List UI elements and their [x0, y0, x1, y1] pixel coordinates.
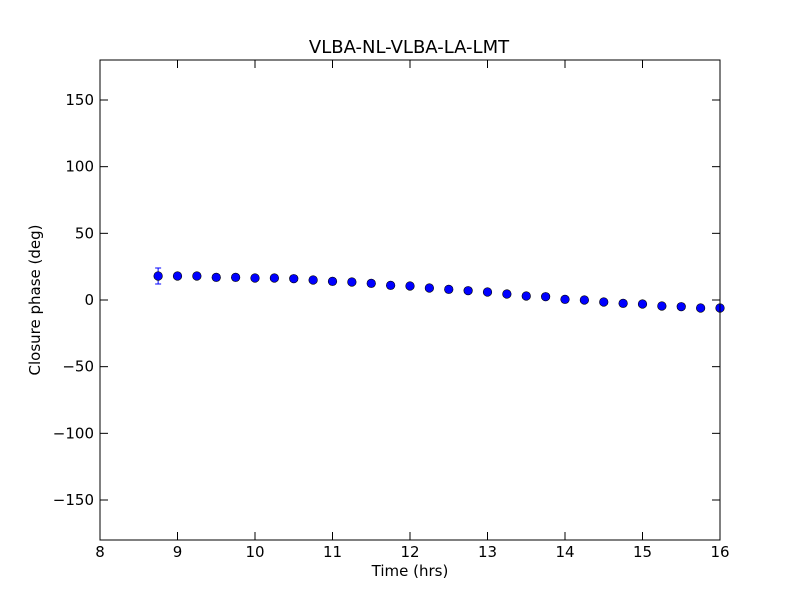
data-point	[676, 302, 686, 312]
y-tick-label: −150	[53, 491, 94, 509]
data-point	[424, 283, 434, 293]
y-tick-label: −100	[53, 424, 94, 442]
x-tick-label: 9	[173, 543, 183, 561]
data-point	[599, 297, 609, 307]
y-tick-label: 100	[65, 158, 94, 176]
data-point	[289, 274, 299, 284]
data-point	[521, 291, 531, 301]
x-axis-label: Time (hrs)	[371, 562, 449, 580]
data-point	[579, 295, 589, 305]
y-tick-label: −50	[62, 358, 94, 376]
x-tick-label: 8	[95, 543, 105, 561]
data-point	[405, 281, 415, 291]
data-point	[250, 273, 260, 283]
data-point	[444, 284, 454, 294]
x-tick-label: 13	[478, 543, 497, 561]
y-axis-label: Closure phase (deg)	[26, 225, 44, 376]
data-point	[637, 299, 648, 309]
data-point	[560, 294, 570, 304]
data-point	[347, 277, 357, 287]
data-point	[463, 286, 473, 296]
data-point	[308, 275, 318, 285]
data-point	[366, 278, 376, 288]
data-point	[269, 273, 279, 283]
data-point	[327, 276, 338, 286]
x-tick-label: 10	[245, 543, 264, 561]
x-tick-label: 12	[400, 543, 419, 561]
x-tick-label: 16	[710, 543, 729, 561]
data-points	[153, 267, 725, 313]
axis-ticks: 8 9 10 11 12 13 14 15 16 −150 −100 −50 0 50 100 150	[53, 60, 730, 561]
data-point	[172, 271, 183, 281]
data-point	[482, 287, 493, 297]
y-tick-label: 50	[75, 224, 94, 242]
x-tick-label: 15	[633, 543, 652, 561]
data-point	[231, 272, 241, 282]
data-point	[192, 271, 202, 281]
data-point	[696, 303, 706, 313]
y-tick-label: 0	[84, 291, 94, 309]
data-point	[657, 301, 667, 311]
x-tick-label: 11	[323, 543, 342, 561]
data-point	[211, 272, 221, 282]
data-point	[502, 289, 512, 299]
chart-title: VLBA-NL-VLBA-LA-LMT	[309, 37, 510, 58]
x-tick-label: 14	[555, 543, 574, 561]
plot-frame	[99, 59, 721, 541]
y-tick-label: 150	[65, 91, 94, 109]
data-point	[386, 280, 396, 290]
data-point	[153, 271, 163, 281]
data-point	[618, 298, 628, 308]
data-point	[541, 292, 551, 302]
